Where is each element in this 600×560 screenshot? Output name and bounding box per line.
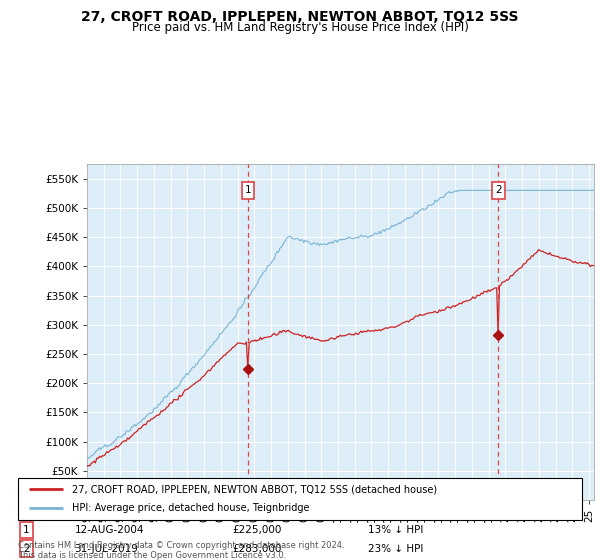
Text: 13% ↓ HPI: 13% ↓ HPI <box>368 525 423 535</box>
Text: 12-AUG-2004: 12-AUG-2004 <box>74 525 144 535</box>
Text: 2: 2 <box>23 544 30 554</box>
Text: Contains HM Land Registry data © Crown copyright and database right 2024.
This d: Contains HM Land Registry data © Crown c… <box>18 540 344 560</box>
Text: 2: 2 <box>495 185 502 195</box>
FancyBboxPatch shape <box>18 478 582 520</box>
Text: 27, CROFT ROAD, IPPLEPEN, NEWTON ABBOT, TQ12 5SS: 27, CROFT ROAD, IPPLEPEN, NEWTON ABBOT, … <box>81 10 519 24</box>
Text: Price paid vs. HM Land Registry's House Price Index (HPI): Price paid vs. HM Land Registry's House … <box>131 21 469 34</box>
Text: HPI: Average price, detached house, Teignbridge: HPI: Average price, detached house, Teig… <box>71 503 309 513</box>
Text: 23% ↓ HPI: 23% ↓ HPI <box>368 544 423 554</box>
Text: £225,000: £225,000 <box>232 525 281 535</box>
Text: 1: 1 <box>23 525 30 535</box>
Text: £283,000: £283,000 <box>232 544 281 554</box>
Text: 27, CROFT ROAD, IPPLEPEN, NEWTON ABBOT, TQ12 5SS (detached house): 27, CROFT ROAD, IPPLEPEN, NEWTON ABBOT, … <box>71 484 437 494</box>
Text: 1: 1 <box>245 185 251 195</box>
Text: 31-JUL-2019: 31-JUL-2019 <box>74 544 138 554</box>
